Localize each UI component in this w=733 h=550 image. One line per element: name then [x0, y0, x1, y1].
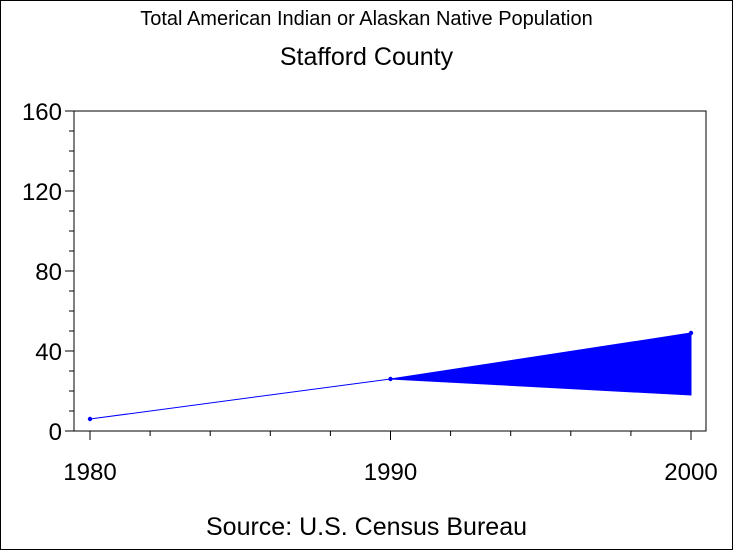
data-point	[688, 330, 694, 336]
projection-band	[390, 332, 692, 396]
y-tick-label: 40	[35, 339, 62, 366]
data-point	[388, 376, 393, 382]
chart-subtitle: Stafford County	[279, 43, 454, 71]
source-footer: Source: U.S. Census Bureau	[206, 513, 527, 541]
x-tick-label: 1990	[364, 459, 417, 486]
y-tick-label: 0	[49, 419, 62, 446]
chart-title: Total American Indian or Alaskan Native …	[140, 8, 593, 30]
y-tick-label: 120	[22, 179, 62, 206]
x-tick-label: 2000	[664, 459, 717, 486]
series-line	[89, 378, 391, 420]
x-tick-label: 1980	[63, 459, 116, 486]
y-tick-label: 160	[22, 99, 62, 126]
y-tick-label: 80	[35, 259, 62, 286]
data-point	[87, 416, 93, 422]
